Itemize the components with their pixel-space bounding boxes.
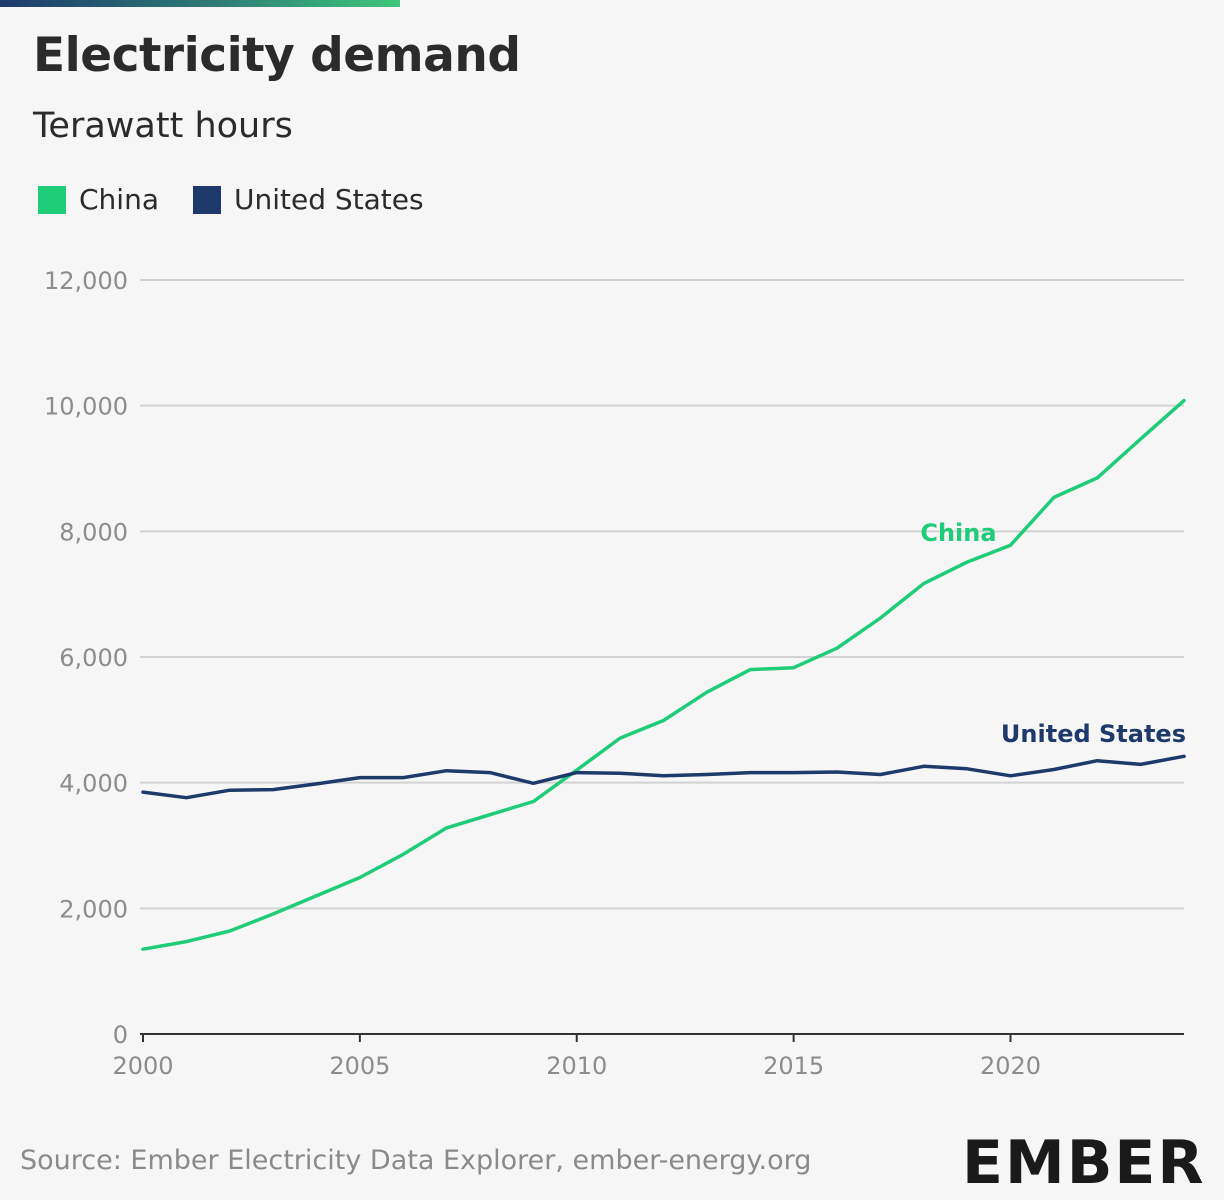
x-tick-label-2005: 2005: [329, 1052, 390, 1080]
legend-swatch-china: [38, 185, 66, 214]
y-tick-label-2000: 2,000: [59, 895, 128, 923]
x-tick-label-2010: 2010: [546, 1052, 607, 1080]
y-tick-label-10000: 10,000: [44, 393, 128, 421]
y-tick-label-0: 0: [113, 1021, 128, 1049]
y-tick-label-8000: 8,000: [59, 518, 128, 546]
legend-swatch-united-states: [192, 185, 221, 214]
ember-logo: EMBER: [962, 1128, 1206, 1198]
legend-item-united-states: United States: [192, 183, 424, 216]
legend-item-china: China: [38, 183, 159, 216]
legend: China United States: [38, 183, 424, 216]
chart-subtitle: Terawatt hours: [33, 106, 293, 146]
chart-title: Electricity demand: [33, 28, 521, 83]
series-line-china: [141, 398, 1186, 951]
source-note: Source: Ember Electricity Data Explorer,…: [20, 1145, 812, 1176]
top-accent-bar: [0, 0, 400, 7]
x-tick-label-2000: 2000: [112, 1052, 173, 1080]
y-tick-label-6000: 6,000: [59, 644, 128, 672]
legend-label-china: China: [79, 183, 159, 216]
series-line-united-states: [141, 754, 1186, 800]
legend-label-united-states: United States: [233, 183, 424, 216]
series-label-united-states: United States: [1001, 720, 1186, 748]
y-tick-label-4000: 4,000: [59, 770, 128, 798]
x-tick-label-2015: 2015: [763, 1052, 824, 1080]
y-tick-label-12000: 12,000: [44, 267, 128, 295]
x-tick-label-2020: 2020: [980, 1052, 1041, 1080]
series-label-china: China: [920, 519, 996, 547]
